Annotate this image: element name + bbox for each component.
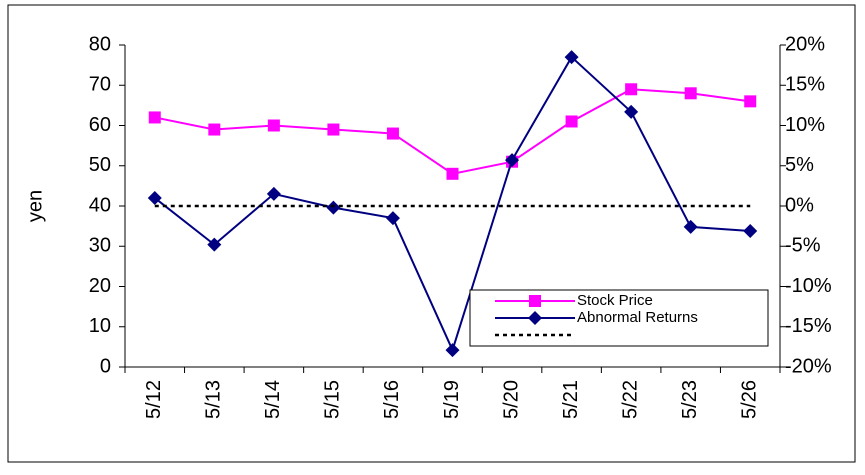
y2-tick-label: 5% xyxy=(785,154,814,176)
point xyxy=(743,223,758,238)
point xyxy=(267,119,280,132)
y-tick-label: 20 xyxy=(89,275,111,297)
point xyxy=(386,127,399,140)
y2-tick-label: 0% xyxy=(785,194,814,216)
legend-marker xyxy=(528,311,542,325)
point xyxy=(564,50,579,65)
x-tick-label: 5/20 xyxy=(500,380,522,419)
point xyxy=(147,190,162,205)
point xyxy=(684,87,697,100)
point xyxy=(327,123,340,136)
x-tick-label: 5/22 xyxy=(619,380,641,419)
point xyxy=(683,219,698,234)
y-tick-label: 60 xyxy=(89,114,111,136)
point xyxy=(565,115,578,128)
x-tick-label: 5/13 xyxy=(203,380,225,419)
point xyxy=(505,153,520,168)
y-tick-label: 30 xyxy=(89,235,111,257)
point xyxy=(624,104,639,119)
y-tick-label: 70 xyxy=(89,74,111,96)
y2-tick-label: -15% xyxy=(785,315,832,337)
x-tick-label: 5/14 xyxy=(262,380,284,419)
x-tick-label: 5/12 xyxy=(143,380,165,419)
y-tick-label: 40 xyxy=(89,194,111,216)
x-tick-label: 5/23 xyxy=(679,380,701,419)
y2-tick-label: 15% xyxy=(785,74,825,96)
point xyxy=(148,111,161,124)
point xyxy=(326,200,341,215)
y-tick-label: 0 xyxy=(100,355,111,377)
y-tick-label: 10 xyxy=(89,315,111,337)
x-tick-label: 5/26 xyxy=(739,380,761,419)
point xyxy=(385,211,400,226)
y2-tick-label: 20% xyxy=(785,33,825,55)
point xyxy=(625,83,638,96)
x-tick-label: 5/16 xyxy=(381,380,403,419)
point xyxy=(744,95,757,108)
point xyxy=(266,186,281,201)
point xyxy=(207,237,222,252)
y-tick-label: 50 xyxy=(89,154,111,176)
legend-marker xyxy=(529,295,541,307)
legend-label: Abnormal Returns xyxy=(577,309,698,326)
point xyxy=(446,167,459,180)
x-tick-label: 5/21 xyxy=(560,380,582,419)
x-tick-label: 5/15 xyxy=(322,380,344,419)
point xyxy=(208,123,221,136)
x-tick-label: 5/19 xyxy=(441,380,463,419)
y-tick-label: 80 xyxy=(89,33,111,55)
chart-frame xyxy=(7,4,856,463)
y2-tick-label: -20% xyxy=(785,355,832,377)
point xyxy=(445,343,460,358)
y-axis-label: yen xyxy=(24,190,46,222)
y2-tick-label: -5% xyxy=(785,235,821,257)
y2-tick-label: 10% xyxy=(785,114,825,136)
legend-label: Stock Price xyxy=(577,292,653,309)
y2-tick-label: -10% xyxy=(785,275,832,297)
